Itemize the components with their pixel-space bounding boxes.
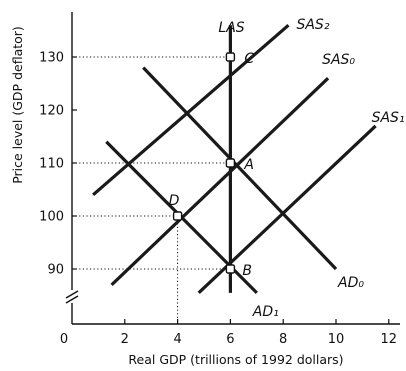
point-b	[225, 264, 236, 274]
point-d	[172, 211, 183, 221]
x-tick-label: 10	[328, 332, 345, 347]
y-tick-label: 110	[39, 157, 64, 172]
point-label-a: A	[243, 157, 254, 173]
curve-label-sas0: SAS₀	[322, 52, 355, 68]
x-tick-label: 8	[279, 332, 287, 347]
x-tick-label: 6	[226, 332, 234, 347]
axis-break-mark	[65, 295, 79, 304]
curve-label-ad1: AD₁	[252, 304, 279, 320]
point-a	[225, 158, 236, 168]
axes	[65, 12, 400, 325]
y-axis-title: Price level (GDP deflator)	[10, 26, 25, 184]
y-tick-label: 130	[39, 51, 64, 66]
y-tick-label: 90	[47, 263, 64, 278]
curve-label-ad0: AD₀	[337, 275, 364, 291]
axis-break-mark	[65, 290, 79, 299]
x-axis-title: Real GDP (trillions of 1992 dollars)	[128, 352, 343, 367]
curve-label-sas2: SAS₂	[296, 17, 329, 33]
tick-labels: 90 100 110 120 130 0 2 4 6 8 10 12	[39, 51, 397, 348]
x-tick-label: 0	[60, 332, 68, 347]
x-tick-label: 2	[121, 332, 129, 347]
x-tick-label: 4	[173, 332, 181, 347]
curve-sas1	[197, 124, 377, 295]
point-label-c: C	[244, 51, 254, 67]
x-tick-label: 12	[381, 332, 398, 347]
y-tick-label: 100	[39, 210, 64, 225]
point-c	[225, 52, 236, 62]
curve-labels: LAS SAS₂ SAS₀ SAS₁ AD₀ AD₁	[218, 17, 404, 320]
curve-label-sas1: SAS₁	[372, 110, 405, 126]
curve-ad0	[142, 66, 338, 271]
points: A B C D	[169, 51, 255, 279]
curve-label-las: LAS	[218, 20, 244, 36]
curve-sas2	[92, 23, 290, 197]
y-tick-label: 120	[39, 104, 64, 119]
point-label-d: D	[169, 193, 180, 209]
guide-lines	[72, 56, 231, 324]
point-label-b: B	[242, 263, 252, 279]
curve-sas0	[110, 77, 330, 287]
